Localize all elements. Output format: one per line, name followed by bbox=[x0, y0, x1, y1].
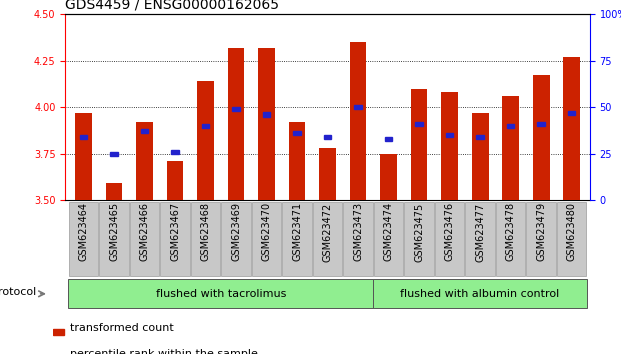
Text: protocol: protocol bbox=[0, 287, 36, 297]
Bar bbox=[435, 201, 465, 276]
Bar bbox=[166, 161, 183, 200]
Text: GSM623478: GSM623478 bbox=[505, 202, 515, 262]
Text: transformed count: transformed count bbox=[70, 323, 173, 333]
Bar bbox=[343, 201, 373, 276]
Text: GSM623471: GSM623471 bbox=[292, 202, 302, 262]
Text: GSM623466: GSM623466 bbox=[140, 202, 150, 261]
Text: flushed with tacrolimus: flushed with tacrolimus bbox=[156, 289, 286, 299]
Bar bbox=[404, 201, 434, 276]
Bar bbox=[197, 81, 214, 200]
Text: GDS4459 / ENSG00000162065: GDS4459 / ENSG00000162065 bbox=[65, 0, 279, 12]
Bar bbox=[374, 201, 404, 276]
Bar bbox=[533, 75, 550, 200]
Bar bbox=[171, 150, 179, 154]
Text: GSM623469: GSM623469 bbox=[231, 202, 241, 261]
Bar bbox=[110, 152, 118, 156]
Text: GSM623473: GSM623473 bbox=[353, 202, 363, 262]
Bar bbox=[410, 88, 427, 200]
Text: GSM623470: GSM623470 bbox=[261, 202, 271, 262]
FancyBboxPatch shape bbox=[68, 280, 373, 308]
Bar bbox=[136, 122, 153, 200]
Bar bbox=[232, 107, 240, 111]
Bar bbox=[476, 135, 484, 139]
Text: GSM623472: GSM623472 bbox=[322, 202, 333, 262]
Bar bbox=[69, 201, 98, 276]
Bar bbox=[99, 201, 129, 276]
Bar bbox=[191, 201, 220, 276]
Bar bbox=[446, 133, 453, 137]
Bar bbox=[385, 137, 392, 141]
Bar bbox=[289, 122, 306, 200]
Bar bbox=[502, 96, 519, 200]
Bar bbox=[252, 201, 281, 276]
Text: percentile rank within the sample: percentile rank within the sample bbox=[70, 349, 258, 354]
Text: GSM623465: GSM623465 bbox=[109, 202, 119, 262]
Bar bbox=[258, 47, 275, 200]
Bar bbox=[354, 105, 362, 109]
Bar bbox=[568, 110, 576, 115]
Bar bbox=[141, 129, 148, 133]
Bar bbox=[324, 135, 332, 139]
Text: GSM623475: GSM623475 bbox=[414, 202, 424, 262]
Bar bbox=[202, 124, 209, 128]
Bar bbox=[53, 329, 65, 335]
Bar bbox=[130, 201, 160, 276]
Bar bbox=[313, 201, 342, 276]
Bar bbox=[79, 135, 88, 139]
Text: GSM623467: GSM623467 bbox=[170, 202, 180, 262]
Bar bbox=[507, 124, 514, 128]
Bar bbox=[442, 92, 458, 200]
Bar bbox=[563, 57, 580, 200]
Bar bbox=[465, 201, 495, 276]
Text: flushed with albumin control: flushed with albumin control bbox=[401, 289, 560, 299]
Bar bbox=[263, 113, 270, 116]
Bar bbox=[527, 201, 556, 276]
Bar bbox=[472, 113, 489, 200]
Bar bbox=[106, 183, 122, 200]
Bar bbox=[380, 154, 397, 200]
Bar bbox=[283, 201, 312, 276]
Bar bbox=[350, 42, 366, 200]
FancyBboxPatch shape bbox=[373, 280, 587, 308]
Bar bbox=[537, 122, 545, 126]
Bar bbox=[319, 148, 336, 200]
Bar bbox=[75, 113, 92, 200]
Text: GSM623480: GSM623480 bbox=[566, 202, 577, 261]
Bar bbox=[557, 201, 586, 276]
Bar bbox=[293, 131, 301, 135]
Text: GSM623476: GSM623476 bbox=[445, 202, 455, 262]
Bar bbox=[221, 201, 251, 276]
Bar bbox=[228, 47, 245, 200]
Bar bbox=[496, 201, 525, 276]
Text: GSM623474: GSM623474 bbox=[384, 202, 394, 262]
Text: GSM623464: GSM623464 bbox=[78, 202, 89, 261]
Bar bbox=[160, 201, 190, 276]
Text: GSM623479: GSM623479 bbox=[536, 202, 546, 262]
Text: GSM623477: GSM623477 bbox=[475, 202, 485, 262]
Text: GSM623468: GSM623468 bbox=[201, 202, 211, 261]
Bar bbox=[415, 122, 423, 126]
